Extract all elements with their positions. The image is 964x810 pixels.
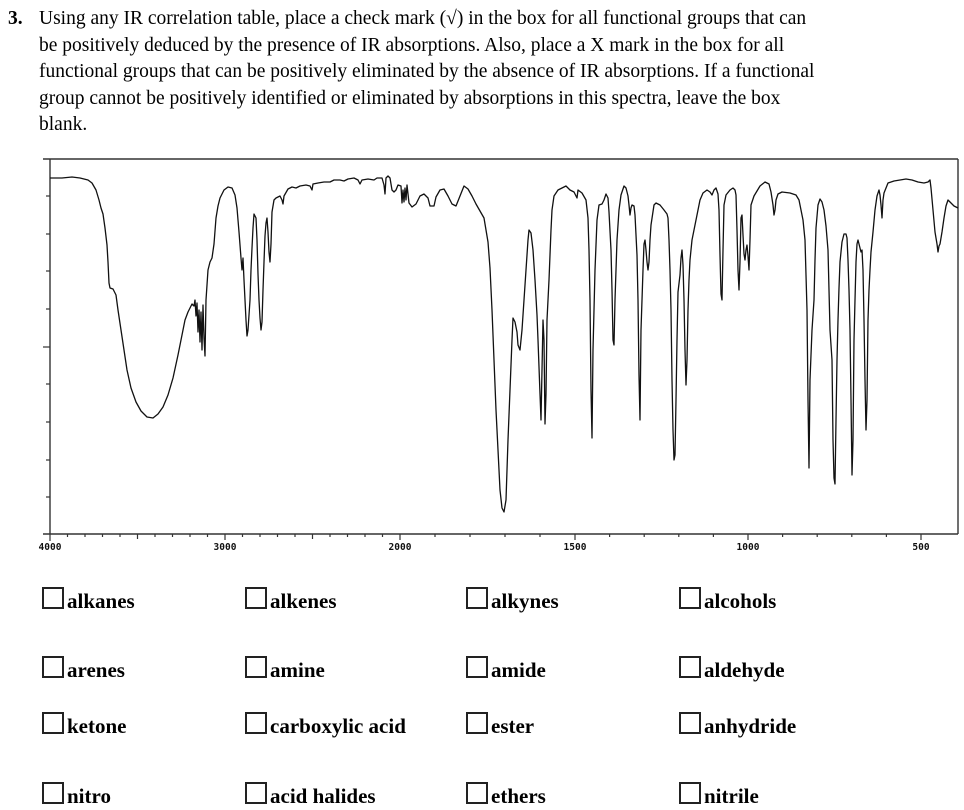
checkbox[interactable] [679,656,701,678]
choice-label: aldehyde [704,658,785,682]
x-label: 1500 [564,542,587,553]
choice-alcohols[interactable]: alcohols [679,587,777,613]
choice-label: alcohols [704,589,777,613]
checkbox[interactable] [466,656,488,678]
choice-label: nitrile [704,784,759,808]
checkbox[interactable] [245,587,267,609]
checkbox[interactable] [679,587,701,609]
choice-label: ethers [491,784,546,808]
choice-label: carboxylic acid [270,714,406,738]
x-label: 1000 [737,542,760,553]
choice-label: ester [491,714,535,738]
checkbox[interactable] [679,782,701,804]
choice-label: alkenes [270,589,337,613]
choice-label: alkynes [491,589,559,613]
question-line: be positively deduced by the presence of… [39,34,785,56]
choice-label: acid halides [270,784,376,808]
x-label: 4000 [39,542,62,553]
choice-label: nitro [67,784,111,808]
choice-aldehyde[interactable]: aldehyde [679,656,785,682]
checkbox[interactable] [42,782,64,804]
choice-alkenes[interactable]: alkenes [245,587,337,613]
y-axis-ticks [43,195,50,498]
choice-carboxylic-acid[interactable]: carboxylic acid [245,712,406,738]
choice-nitrile[interactable]: nitrile [679,782,759,808]
checkbox[interactable] [42,587,64,609]
choice-label: arenes [67,658,125,682]
question-line: blank. [39,114,88,135]
choice-label: ketone [67,714,127,738]
x-axis-ticks [49,534,922,541]
question-line: group cannot be positively identified or… [39,87,781,109]
question-line: functional groups that can be positively… [39,61,815,82]
choice-anhydride[interactable]: anhydride [679,712,797,738]
checkbox[interactable] [679,712,701,734]
checkbox[interactable] [245,782,267,804]
question-text: Using any IR correlation table, place a … [39,6,954,139]
choice-label: amide [491,658,546,682]
checkbox[interactable] [42,712,64,734]
choice-alkynes[interactable]: alkynes [466,587,559,613]
x-label: 500 [912,542,929,553]
question-line: Using any IR correlation table, place a … [39,8,807,29]
checkbox[interactable] [245,656,267,678]
x-axis-labels: 4000 3000 2000 1500 1000 500 [39,542,930,553]
checkbox[interactable] [245,712,267,734]
choice-ethers[interactable]: ethers [466,782,546,808]
choice-ketone[interactable]: ketone [42,712,127,738]
choice-nitro[interactable]: nitro [42,782,111,808]
choice-label: amine [270,658,325,682]
chart-frame [43,158,959,535]
x-label: 3000 [214,542,237,553]
choice-amine[interactable]: amine [245,656,325,682]
choice-label: anhydride [704,714,797,738]
choice-alkanes[interactable]: alkanes [42,587,135,613]
checkbox[interactable] [42,656,64,678]
checkbox[interactable] [466,712,488,734]
x-label: 2000 [389,542,412,553]
choice-label: alkanes [67,589,135,613]
ir-spectrum-chart: 4000 3000 2000 1500 1000 500 [39,158,959,553]
checkbox[interactable] [466,587,488,609]
checkbox[interactable] [466,782,488,804]
question-number: 3. [8,8,23,29]
spectrum-trace [50,175,959,513]
choice-ester[interactable]: ester [466,712,535,738]
choice-amide[interactable]: amide [466,656,546,682]
choice-arenes[interactable]: arenes [42,656,125,682]
choice-acid-halides[interactable]: acid halides [245,782,376,808]
